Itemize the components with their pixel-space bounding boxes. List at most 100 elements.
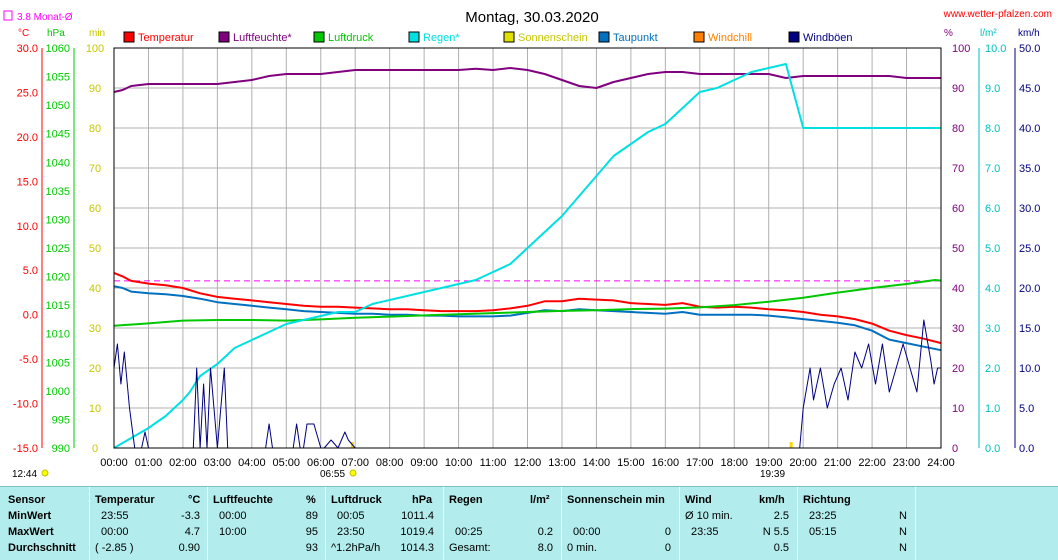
stats-cell: 1019.4 — [400, 526, 434, 538]
x-tick-label: 08:00 — [376, 457, 404, 469]
stats-header-rain-unit: l/m² — [530, 494, 550, 506]
stats-cell: 00:25 — [455, 526, 483, 538]
y-tick-label-temp: 30.0 — [17, 43, 38, 55]
y-tick-label-humidity: 20 — [952, 363, 964, 375]
y-tick-label-pressure: 990 — [52, 443, 70, 455]
stats-cell: 00:00 — [101, 526, 129, 538]
y-tick-label-sun: 70 — [89, 163, 101, 175]
legend-swatch — [693, 31, 705, 43]
stats-divider — [561, 487, 562, 560]
stats-divider — [325, 487, 326, 560]
legend-swatch — [408, 31, 420, 43]
legend-swatch — [123, 31, 135, 43]
stats-header-temp: Temperatur — [95, 494, 155, 506]
x-tick-label: 07:00 — [341, 457, 369, 469]
sunrise-label: 06:55 — [320, 469, 345, 480]
left-time-sun-icon — [41, 469, 49, 477]
y-tick-label-wind: 20.0 — [1019, 283, 1040, 295]
x-tick-label: 22:00 — [858, 457, 886, 469]
y-tick-label-sun: 60 — [89, 203, 101, 215]
y-tick-label-humidity: 90 — [952, 83, 964, 95]
y-tick-label-wind: 5.0 — [1019, 403, 1034, 415]
y-tick-label-temp: 10.0 — [17, 221, 38, 233]
y-tick-label-pressure: 1040 — [46, 157, 70, 169]
y-tick-label-wind: 30.0 — [1019, 203, 1040, 215]
stats-cell: Ø 10 min. — [685, 510, 733, 522]
stats-cell: 00:05 — [337, 510, 365, 522]
stats-row-label: Durchschnitt — [8, 542, 76, 554]
y-tick-label-sun: 0 — [92, 443, 98, 455]
y-tick-label-humidity: 0 — [952, 443, 958, 455]
legend-label: Luftdruck — [328, 32, 374, 44]
y-tick-label-pressure: 1010 — [46, 329, 70, 341]
y-tick-label-wind: 15.0 — [1019, 323, 1040, 335]
unit-temp: °C — [18, 28, 29, 39]
x-tick-label: 15:00 — [617, 457, 645, 469]
stats-header-sun: Sonnenschein min — [567, 494, 665, 506]
stats-cell: ^1.2hPa/h — [331, 542, 381, 554]
series-line-temperatur — [113, 271, 942, 345]
sunset-label: 19:39 — [760, 469, 785, 480]
chart-title: Montag, 30.03.2020 — [465, 9, 598, 26]
monthly-avg-label: 3.8 Monat-Ø — [17, 12, 73, 23]
y-tick-label-pressure: 1045 — [46, 129, 70, 141]
y-tick-label-rain: 2.0 — [985, 363, 1000, 375]
stats-header-press-unit: hPa — [412, 494, 433, 506]
stats-row-label: MinWert — [8, 510, 52, 522]
stats-cell: 1011.4 — [401, 510, 434, 522]
y-tick-label-sun: 100 — [86, 43, 104, 55]
x-axis: 00:00 01:00 02:00 03:00 04:00 05:00 06:00 07:00… — [100, 442, 955, 469]
stats-header-press: Luftdruck — [331, 494, 382, 506]
legend-label: Sonnenschein — [518, 32, 588, 44]
site-link[interactable]: www.wetter-pfalzen.com — [943, 9, 1052, 20]
sunrise-sun-icon — [349, 469, 357, 477]
stats-header-temp-unit: °C — [188, 494, 201, 506]
stats-cell: ( -2.85 ) — [95, 542, 134, 554]
y-tick-label-pressure: 1020 — [46, 272, 70, 284]
stats-header-wind: Wind — [685, 494, 712, 506]
legend-label: Taupunkt — [613, 32, 658, 44]
stats-cell: -3.3 — [181, 510, 200, 522]
grid — [114, 48, 941, 448]
stats-header-hum-unit: % — [306, 494, 316, 506]
y-tick-label-sun: 80 — [89, 123, 101, 135]
stats-cell: N — [899, 510, 907, 522]
legend-swatch — [313, 31, 325, 43]
y-tick-label-rain: 0.0 — [985, 443, 1000, 455]
legend-swatch — [503, 31, 515, 43]
stats-divider — [207, 487, 208, 560]
y-tick-label-rain: 8.0 — [985, 123, 1000, 135]
stats-divider — [797, 487, 798, 560]
stats-cell: 05:15 — [809, 526, 837, 538]
stats-header-hum: Luftfeuchte — [213, 494, 273, 506]
stats-divider — [89, 487, 90, 560]
y-tick-label-temp: -5.0 — [19, 354, 38, 366]
y-tick-label-wind: 10.0 — [1019, 363, 1040, 375]
y-tick-label-humidity: 10 — [952, 403, 964, 415]
x-tick-label: 14:00 — [583, 457, 611, 469]
y-tick-label-wind: 45.0 — [1019, 83, 1040, 95]
legend-label: Windchill — [708, 32, 752, 44]
stats-cell: 1014.3 — [400, 542, 434, 554]
x-tick-label: 10:00 — [445, 457, 473, 469]
stats-cell: 89 — [305, 510, 318, 522]
unit-sun: min — [89, 28, 105, 39]
y-tick-label-rain: 4.0 — [985, 283, 1000, 295]
y-tick-label-rain: 9.0 — [985, 83, 1000, 95]
x-tick-label: 04:00 — [238, 457, 266, 469]
x-tick-label: 12:00 — [514, 457, 542, 469]
y-tick-label-humidity: 100 — [952, 43, 970, 55]
legend-label: Regen* — [423, 32, 460, 44]
stats-cell: N 5.5 — [762, 526, 789, 538]
y-tick-label-sun: 10 — [89, 403, 101, 415]
series-line-taupunkt — [113, 285, 942, 352]
stats-cell: Gesamt: — [449, 542, 491, 554]
x-tick-label: 11:00 — [480, 457, 507, 469]
x-tick-label: 18:00 — [720, 457, 748, 469]
y-tick-label-pressure: 1035 — [46, 186, 70, 198]
monthly-avg-marker-icon — [3, 10, 13, 21]
y-tick-label-pressure: 1015 — [46, 300, 70, 312]
unit-wind: km/h — [1018, 28, 1040, 39]
stats-cell: 0 — [664, 526, 671, 538]
series-line-luftfeuchte — [113, 67, 941, 93]
